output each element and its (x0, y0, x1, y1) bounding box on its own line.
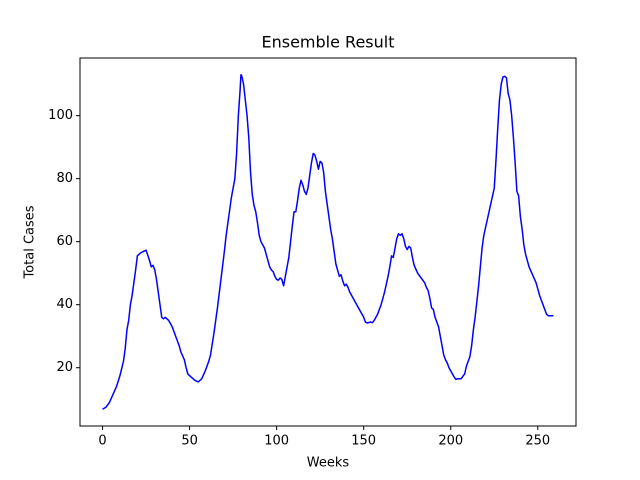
x-tick-label: 100 (264, 434, 289, 449)
y-tick-label: 80 (56, 171, 73, 186)
chart-title: Ensemble Result (262, 33, 395, 52)
x-tick-label: 200 (438, 434, 463, 449)
axes-frame (79, 57, 577, 427)
y-tick-label: 60 (56, 234, 73, 249)
y-tick-label: 40 (56, 297, 73, 312)
y-axis-label: Total Cases (23, 205, 38, 279)
x-tick-label: 50 (181, 434, 198, 449)
x-tick-label: 0 (98, 434, 106, 449)
data-line (102, 73, 554, 410)
y-tick-label: 100 (48, 108, 73, 123)
x-axis-label: Weeks (307, 456, 350, 471)
y-tick-label: 20 (56, 360, 73, 375)
x-tick-label: 250 (525, 434, 550, 449)
x-tick-label: 150 (351, 434, 376, 449)
